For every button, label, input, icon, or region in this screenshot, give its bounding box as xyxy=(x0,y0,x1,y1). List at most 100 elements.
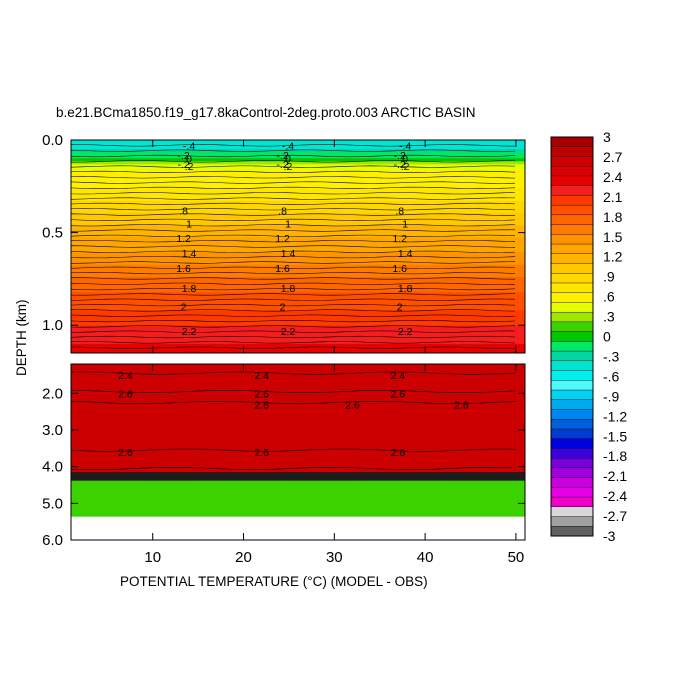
colorbar-swatch xyxy=(550,321,594,333)
colorbar-swatch xyxy=(550,175,594,187)
colorbar-frame xyxy=(550,136,594,537)
y-tick-label: 6.0 xyxy=(42,532,63,549)
chart-title: b.e21.BCma1850.f19_g17.8kaControl-2deg.p… xyxy=(56,105,476,120)
colorbar-label: -.9 xyxy=(603,388,620,404)
contour-label: 2.6 xyxy=(454,399,469,411)
colorbar-swatch xyxy=(550,360,594,372)
contour-line xyxy=(71,346,515,349)
contour-line xyxy=(71,224,516,227)
colorbar-label: -1.8 xyxy=(603,448,627,464)
contour-line xyxy=(71,192,516,195)
contour-line xyxy=(71,144,516,147)
contour-label: 2.2 xyxy=(182,326,197,338)
shading-band xyxy=(71,222,525,226)
contour-label: 1.6 xyxy=(392,263,407,275)
colorbar-swatch xyxy=(550,399,594,410)
colorbar-swatch xyxy=(550,448,594,459)
contour-label: .2 xyxy=(284,161,293,173)
shading-band xyxy=(71,140,525,144)
contour-label: 1.8 xyxy=(182,283,197,295)
colorbar-swatch xyxy=(550,292,594,303)
y-tick-label: 2.0 xyxy=(42,385,63,402)
contour-label: 2.6 xyxy=(118,447,133,459)
y-tick-label: 0.5 xyxy=(42,225,63,242)
shading-band xyxy=(71,246,525,251)
shading-band xyxy=(71,206,525,211)
shading-band xyxy=(71,301,525,305)
colorbar-label: 2.7 xyxy=(603,149,623,165)
contour-label: 2.6 xyxy=(345,399,360,411)
contour-line xyxy=(71,288,516,291)
contour-line xyxy=(71,389,516,394)
shading-band xyxy=(71,480,525,517)
colorbar-label: -3 xyxy=(603,528,616,544)
colorbar-swatch xyxy=(550,496,594,508)
colorbar-label: -1.5 xyxy=(603,428,627,444)
colorbar-swatch xyxy=(550,156,594,167)
shading-band xyxy=(71,316,525,321)
colorbar-swatch xyxy=(550,438,594,449)
x-tick-label: 50 xyxy=(508,549,525,566)
x-tick-label: 20 xyxy=(235,549,252,566)
contour-line xyxy=(71,176,516,179)
shading-band xyxy=(71,240,525,245)
contour-line xyxy=(71,448,516,452)
colorbar-swatch xyxy=(550,477,594,488)
contour-line xyxy=(71,240,516,243)
colorbar-swatch xyxy=(550,195,594,206)
colorbar-label: -.6 xyxy=(603,368,620,384)
contour-line xyxy=(71,149,516,152)
contour-line xyxy=(71,293,516,296)
colorbar-label: 3 xyxy=(603,129,611,145)
shading-band xyxy=(71,279,525,284)
contour-label: -.2 xyxy=(177,159,189,171)
shading-band xyxy=(71,292,525,296)
colorbar-swatch xyxy=(550,457,594,469)
colorbar-swatch xyxy=(550,506,594,518)
shading-band xyxy=(71,143,525,147)
shading-band xyxy=(71,322,525,327)
shading-band xyxy=(71,283,525,287)
colorbar-swatch xyxy=(550,214,594,226)
colorbar-swatch xyxy=(550,467,594,479)
y-tick-label: 1.0 xyxy=(42,317,63,334)
contour-label: 1.6 xyxy=(275,263,290,275)
shading-band xyxy=(71,161,525,165)
shading-band xyxy=(71,203,525,208)
contour-line xyxy=(71,314,516,317)
colorbar-swatch xyxy=(550,409,594,420)
shading-band xyxy=(71,337,525,342)
lower-depth-panel: 2.4 2.4 2.42.6 2.6 2.62.6 2.6 2.62.6 2.6 2.6 xyxy=(71,364,525,517)
shading-band xyxy=(71,289,525,293)
contour-label: .2 xyxy=(401,161,410,173)
contour-line xyxy=(71,330,516,333)
colorbar-swatch xyxy=(550,224,594,235)
shading-band xyxy=(71,219,525,223)
colorbar-swatch xyxy=(550,380,594,391)
shading-band xyxy=(71,194,525,199)
shading-band xyxy=(71,149,525,153)
contour-line xyxy=(71,154,516,158)
contour-line xyxy=(71,320,516,323)
contour-label: 0 xyxy=(402,154,408,166)
contour-label: .8 xyxy=(179,205,188,217)
contour-line xyxy=(71,277,516,280)
contour-line xyxy=(71,282,516,285)
contour-line xyxy=(71,400,516,405)
colorbar-swatch xyxy=(550,516,594,527)
contour-label: 2 xyxy=(280,302,286,314)
contour-label: 1.2 xyxy=(392,233,407,245)
contour-line xyxy=(71,181,516,184)
x-tick-label: 30 xyxy=(326,549,343,566)
shading-band xyxy=(71,267,525,272)
shading-band xyxy=(71,249,525,254)
colorbar-label: 2.4 xyxy=(603,169,623,185)
contour-label: 0 xyxy=(285,154,291,166)
contour-line xyxy=(71,325,516,328)
y-tick-label: 4.0 xyxy=(42,459,63,476)
colorbar-label: .6 xyxy=(603,289,615,305)
contour-label: 2 xyxy=(181,302,187,314)
colorbar-swatch xyxy=(550,370,594,381)
shading-band xyxy=(71,213,525,217)
colorbar-label: 2.1 xyxy=(603,189,623,205)
